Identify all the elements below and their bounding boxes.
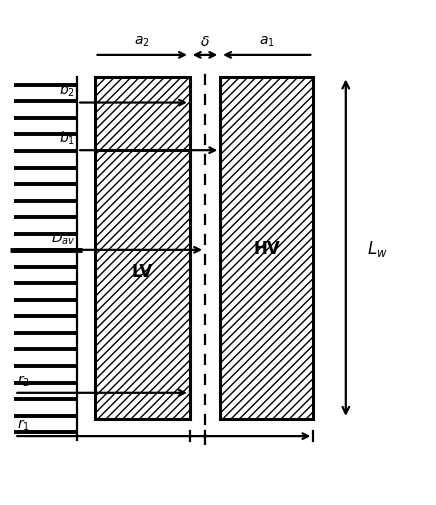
Text: $r_1$: $r_1$ [17, 417, 30, 432]
Text: $a_2$: $a_2$ [134, 35, 150, 49]
Text: $b_1$: $b_1$ [59, 129, 75, 146]
Text: HV: HV [253, 239, 280, 257]
Text: $a_1$: $a_1$ [259, 35, 275, 49]
Text: $D_{av}$: $D_{av}$ [51, 230, 75, 246]
Text: $L_w$: $L_w$ [368, 238, 388, 258]
Text: $r_2$: $r_2$ [17, 373, 30, 389]
Bar [95, 77, 190, 419]
Bar [95, 77, 190, 419]
Text: LV: LV [132, 263, 153, 281]
Text: $b_2$: $b_2$ [59, 82, 75, 99]
Text: $\delta$: $\delta$ [200, 35, 210, 49]
Bar [220, 77, 313, 419]
Bar [220, 77, 313, 419]
